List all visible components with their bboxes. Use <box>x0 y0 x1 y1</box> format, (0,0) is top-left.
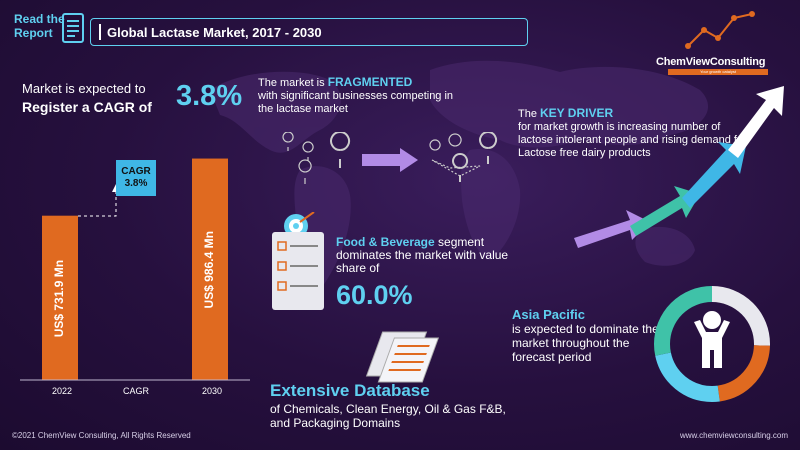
checklist-target-illustration <box>272 212 324 310</box>
map-pin-icon <box>429 139 441 151</box>
segment-highlight: Food & Beverage <box>336 235 435 249</box>
growth-arrow-purple-icon <box>574 210 650 248</box>
cagr-intro: Market is expected to Register a CAGR of <box>22 80 152 117</box>
copyright-text: ©2021 ChemView Consulting, All Rights Re… <box>12 431 191 440</box>
cagr-value: 3.8% <box>176 80 243 112</box>
read-report-line1: Read the <box>14 12 65 26</box>
fragmented-rest: with significant businesses competing in… <box>258 90 454 115</box>
key-driver-text: The KEY DRIVER for market growth is incr… <box>518 107 758 160</box>
cagr-intro-line2: Register a CAGR of <box>22 99 152 115</box>
map-pin-icon <box>282 132 294 151</box>
map-pin-icon <box>298 159 312 184</box>
cagr-connector-line <box>78 190 117 217</box>
cagr-badge-title: CAGR <box>121 166 151 177</box>
right-arrow-icon <box>362 148 418 172</box>
page-title: Global Lactase Market, 2017 - 2030 <box>107 24 322 40</box>
x-tick-2030: 2030 <box>201 386 223 396</box>
cagr-intro-line1: Market is expected to <box>22 81 146 96</box>
segment-share-value: 60.0% <box>336 280 413 310</box>
key-driver-highlight: KEY DRIVER <box>540 106 614 120</box>
bar-2022 <box>42 215 78 380</box>
market-bar-chart <box>20 158 250 381</box>
database-documents-illustration <box>365 331 440 383</box>
growth-arrow-white-icon <box>728 86 784 158</box>
bar-value-label-2030: US$ 986.4 Mn <box>202 230 216 308</box>
document-icon[interactable] <box>62 13 84 43</box>
region-donut-illustration <box>654 286 770 402</box>
logo-name: ChemViewConsulting <box>656 56 766 68</box>
region-text: Asia Pacific is expected to dominate the… <box>512 307 672 365</box>
region-highlight: Asia Pacific <box>512 307 585 322</box>
map-pin-icon <box>330 132 351 168</box>
cagr-badge: CAGR 3.8% <box>116 160 156 196</box>
database-title: Extensive Database <box>270 381 430 400</box>
map-pin-icon <box>448 133 462 147</box>
region-rest: is expected to dominate the market throu… <box>512 322 659 364</box>
logo-tagline: Your growth catalyst <box>668 69 768 75</box>
key-driver-rest: for market growth is increasing number o… <box>518 121 747 159</box>
x-tick-cagr: CAGR <box>122 386 149 396</box>
key-driver-pre: The <box>518 108 541 120</box>
logo-chart-icon <box>685 11 755 49</box>
fragmented-text: The market is FRAGMENTED with significan… <box>258 76 458 116</box>
person-icon <box>694 311 730 368</box>
bar-2030 <box>192 158 228 380</box>
fragmented-highlight: FRAGMENTED <box>327 75 413 89</box>
growth-arrow-blue-icon <box>682 142 746 208</box>
read-report-link[interactable]: Read the Report <box>14 12 65 40</box>
title-box: Global Lactase Market, 2017 - 2030 <box>90 18 528 46</box>
map-pin-icon <box>479 132 497 164</box>
fragmented-pre: The market is <box>258 77 328 89</box>
x-tick-2022: 2022 <box>51 386 73 396</box>
checklist-icon <box>272 232 324 310</box>
database-subtitle: of Chemicals, Clean Energy, Oil & Gas F&… <box>270 402 506 430</box>
fragmented-map-pins-illustration <box>282 132 497 184</box>
map-pin-icon <box>302 141 314 161</box>
growth-arrows-illustration <box>574 86 784 248</box>
segment-text: Food & Beverage segment dominates the ma… <box>336 236 536 275</box>
segment-rest: segment dominates the market with value … <box>336 235 509 275</box>
bar-value-label-2022: US$ 731.9 Mn <box>52 259 66 337</box>
cagr-badge-value: 3.8% <box>124 178 148 189</box>
title-accent-bar <box>99 24 101 40</box>
website-link[interactable]: www.chemviewconsulting.com <box>680 431 789 440</box>
read-report-line2: Report <box>14 26 53 40</box>
